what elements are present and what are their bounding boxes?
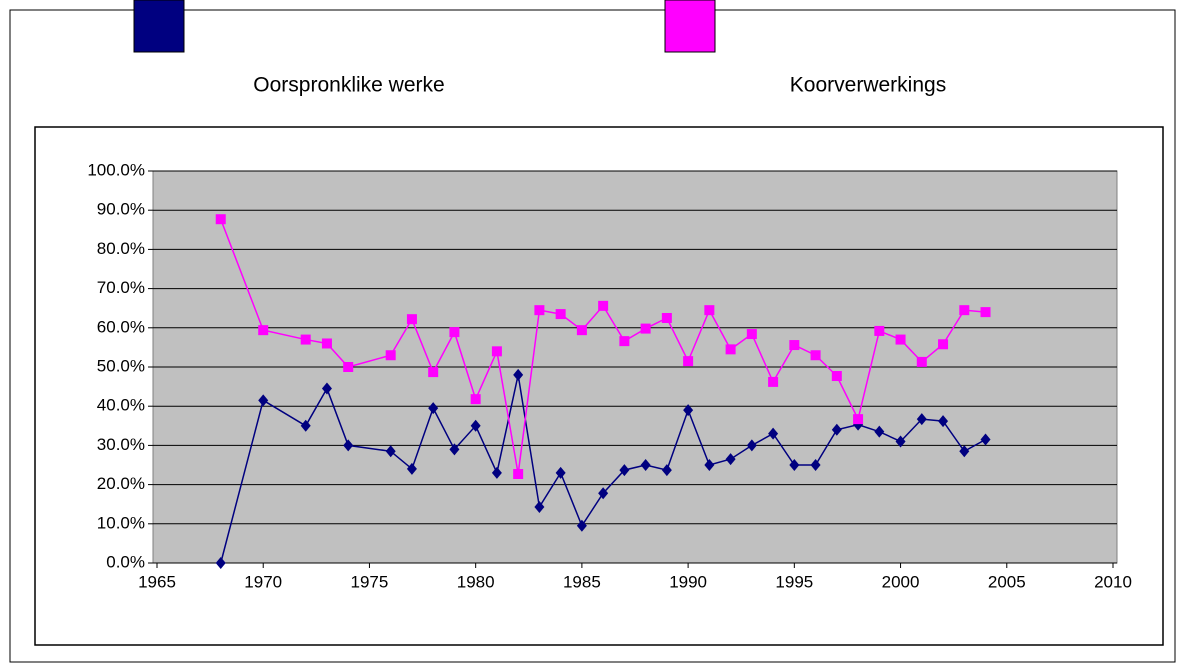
data-point [215,557,226,569]
data-point [619,464,630,477]
data-point [768,427,779,440]
data-point [831,423,842,436]
x-tick-label: 2010 [1094,572,1132,591]
y-tick-label: 100.0% [87,160,145,179]
data-point [449,443,460,456]
y-tick-label: 90.0% [97,200,145,219]
y-tick-label: 50.0% [97,356,145,375]
data-point [959,445,970,458]
data-point [938,339,949,350]
x-tick-label: 1990 [669,572,707,591]
data-point [746,439,757,452]
data-point [406,314,417,325]
data-point [683,356,694,367]
data-point [725,344,736,355]
data-point [258,394,269,407]
data-point [874,325,885,336]
data-point [470,394,481,405]
data-point [704,459,715,471]
data-point [491,346,502,357]
data-point [491,466,502,479]
data-point [385,445,396,458]
data-point [789,459,800,471]
data-point [258,325,269,336]
data-point [534,500,545,513]
data-point [831,371,842,382]
data-point [576,519,587,532]
data-point [385,350,396,361]
x-tick-label: 2000 [882,572,920,591]
data-point [555,309,566,320]
y-tick-label: 40.0% [97,396,145,415]
x-tick-label: 2005 [988,572,1026,591]
data-point [470,419,481,432]
data-point [789,340,800,351]
data-point [725,453,736,466]
y-tick-label: 30.0% [97,435,145,454]
y-tick-label: 60.0% [97,317,145,336]
data-point [449,327,460,338]
data-point [768,376,779,387]
data-point [746,329,757,340]
data-point [980,433,991,446]
data-point [555,466,566,479]
data-point [343,362,354,372]
data-point [513,368,524,381]
data-point [810,350,821,361]
y-tick-label: 0.0% [106,552,145,571]
data-point [661,313,672,323]
data-point [534,305,545,316]
data-point [321,382,332,395]
data-point [300,419,311,432]
data-point [428,402,439,415]
data-point [300,334,311,345]
legend-label: Koorverwerkings [790,74,946,97]
x-tick-label: 1965 [138,572,176,591]
data-point [810,459,821,471]
data-point [598,300,609,311]
data-point [661,464,672,477]
x-tick-label: 1995 [775,572,813,591]
x-tick-label: 1975 [351,572,389,591]
data-point [640,323,651,334]
data-point [916,413,927,426]
data-point [576,325,587,336]
data-point [215,214,226,225]
data-point [406,462,417,475]
data-point [598,487,609,500]
legend-swatch [664,0,716,53]
data-point [704,305,715,316]
x-tick-label: 1980 [457,572,495,591]
data-point [938,415,949,428]
data-point [513,469,524,480]
data-point [640,459,651,471]
data-point [895,435,906,448]
x-tick-label: 1985 [563,572,601,591]
data-point [895,334,906,345]
data-point [619,336,630,347]
y-tick-label: 20.0% [97,474,145,493]
data-point [874,425,885,438]
data-point [683,404,694,417]
x-tick-label: 1970 [244,572,282,591]
legend-swatch [133,0,185,53]
series-line [220,218,986,475]
data-point [916,356,927,367]
y-tick-label: 80.0% [97,239,145,258]
data-point [959,305,970,316]
data-point [980,307,991,318]
series-line [220,374,986,564]
data-point [853,414,864,425]
data-point [321,338,332,349]
y-tick-label: 10.0% [97,513,145,532]
legend-label: Oorspronklike werke [253,74,444,97]
data-point [343,439,354,452]
data-point [428,367,439,378]
y-tick-label: 70.0% [97,278,145,297]
